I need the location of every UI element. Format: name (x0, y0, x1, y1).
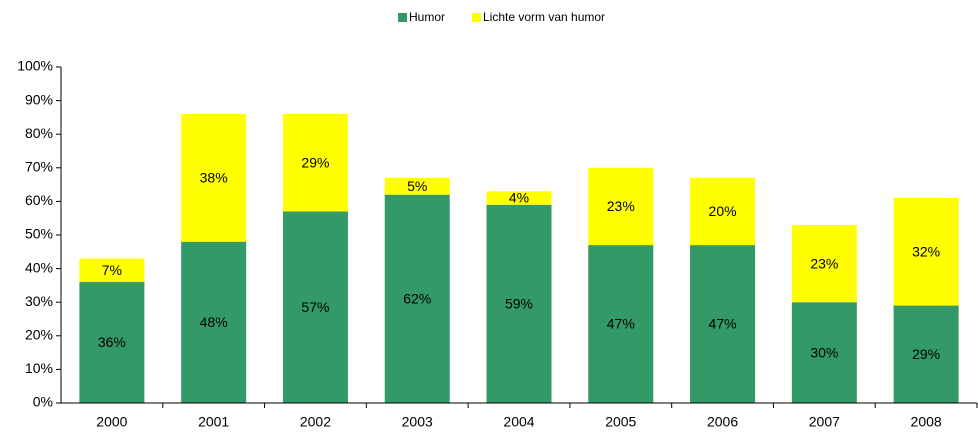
legend-swatch (472, 13, 481, 22)
data-label: 4% (509, 190, 529, 206)
data-label: 36% (98, 334, 126, 350)
bar-segment (384, 177, 450, 195)
bar-segment (690, 177, 756, 246)
y-tick-label: 80% (25, 125, 53, 141)
bar-segment (79, 258, 145, 283)
x-tick-label: 2004 (503, 414, 534, 430)
y-tick-label: 10% (25, 360, 53, 376)
bar-segment (79, 282, 145, 403)
bar-segment (486, 204, 552, 403)
data-label: 5% (407, 178, 427, 194)
y-tick-label: 40% (25, 259, 53, 275)
y-tick-label: 100% (17, 58, 53, 74)
data-label: 29% (301, 154, 329, 170)
data-label: 23% (607, 198, 635, 214)
x-tick-label: 2000 (96, 414, 127, 430)
data-label: 29% (912, 346, 940, 362)
bar-segment (282, 211, 348, 403)
x-tick-label: 2003 (402, 414, 433, 430)
y-tick-label: 60% (25, 192, 53, 208)
data-label: 32% (912, 244, 940, 260)
bar-segment (486, 191, 552, 205)
x-tick-label: 2002 (300, 414, 331, 430)
data-label: 30% (810, 344, 838, 360)
x-tick-label: 2007 (809, 414, 840, 430)
y-tick-label: 90% (25, 91, 53, 107)
bar-segment (791, 224, 857, 303)
x-tick-label: 2008 (911, 414, 942, 430)
legend-label: Humor (409, 10, 445, 24)
data-label: 47% (709, 316, 737, 332)
bar-segment (791, 302, 857, 403)
legend-label: Lichte vorm van humor (483, 10, 605, 24)
legend-swatch (398, 13, 407, 22)
bar-segment (384, 194, 450, 403)
bar-segment (181, 241, 247, 403)
data-label: 38% (200, 170, 228, 186)
y-tick-label: 70% (25, 159, 53, 175)
bar-segment (588, 245, 654, 403)
bar-segment (588, 167, 654, 246)
y-tick-label: 50% (25, 226, 53, 242)
data-label: 47% (607, 316, 635, 332)
y-tick-label: 20% (25, 327, 53, 343)
bar-segment (893, 305, 959, 403)
x-tick-label: 2001 (198, 414, 229, 430)
y-tick-label: 30% (25, 293, 53, 309)
bar-segment (181, 114, 247, 242)
data-label: 57% (301, 299, 329, 315)
bar-segment (893, 198, 959, 306)
bar-segment (690, 245, 756, 403)
data-label: 62% (403, 291, 431, 307)
data-label: 20% (709, 203, 737, 219)
y-tick-label: 0% (33, 394, 53, 410)
x-tick-label: 2006 (707, 414, 738, 430)
data-label: 59% (505, 296, 533, 312)
data-label: 23% (810, 255, 838, 271)
bar-segment (282, 114, 348, 212)
data-label: 7% (102, 262, 122, 278)
data-label: 48% (200, 314, 228, 330)
x-tick-label: 2005 (605, 414, 636, 430)
